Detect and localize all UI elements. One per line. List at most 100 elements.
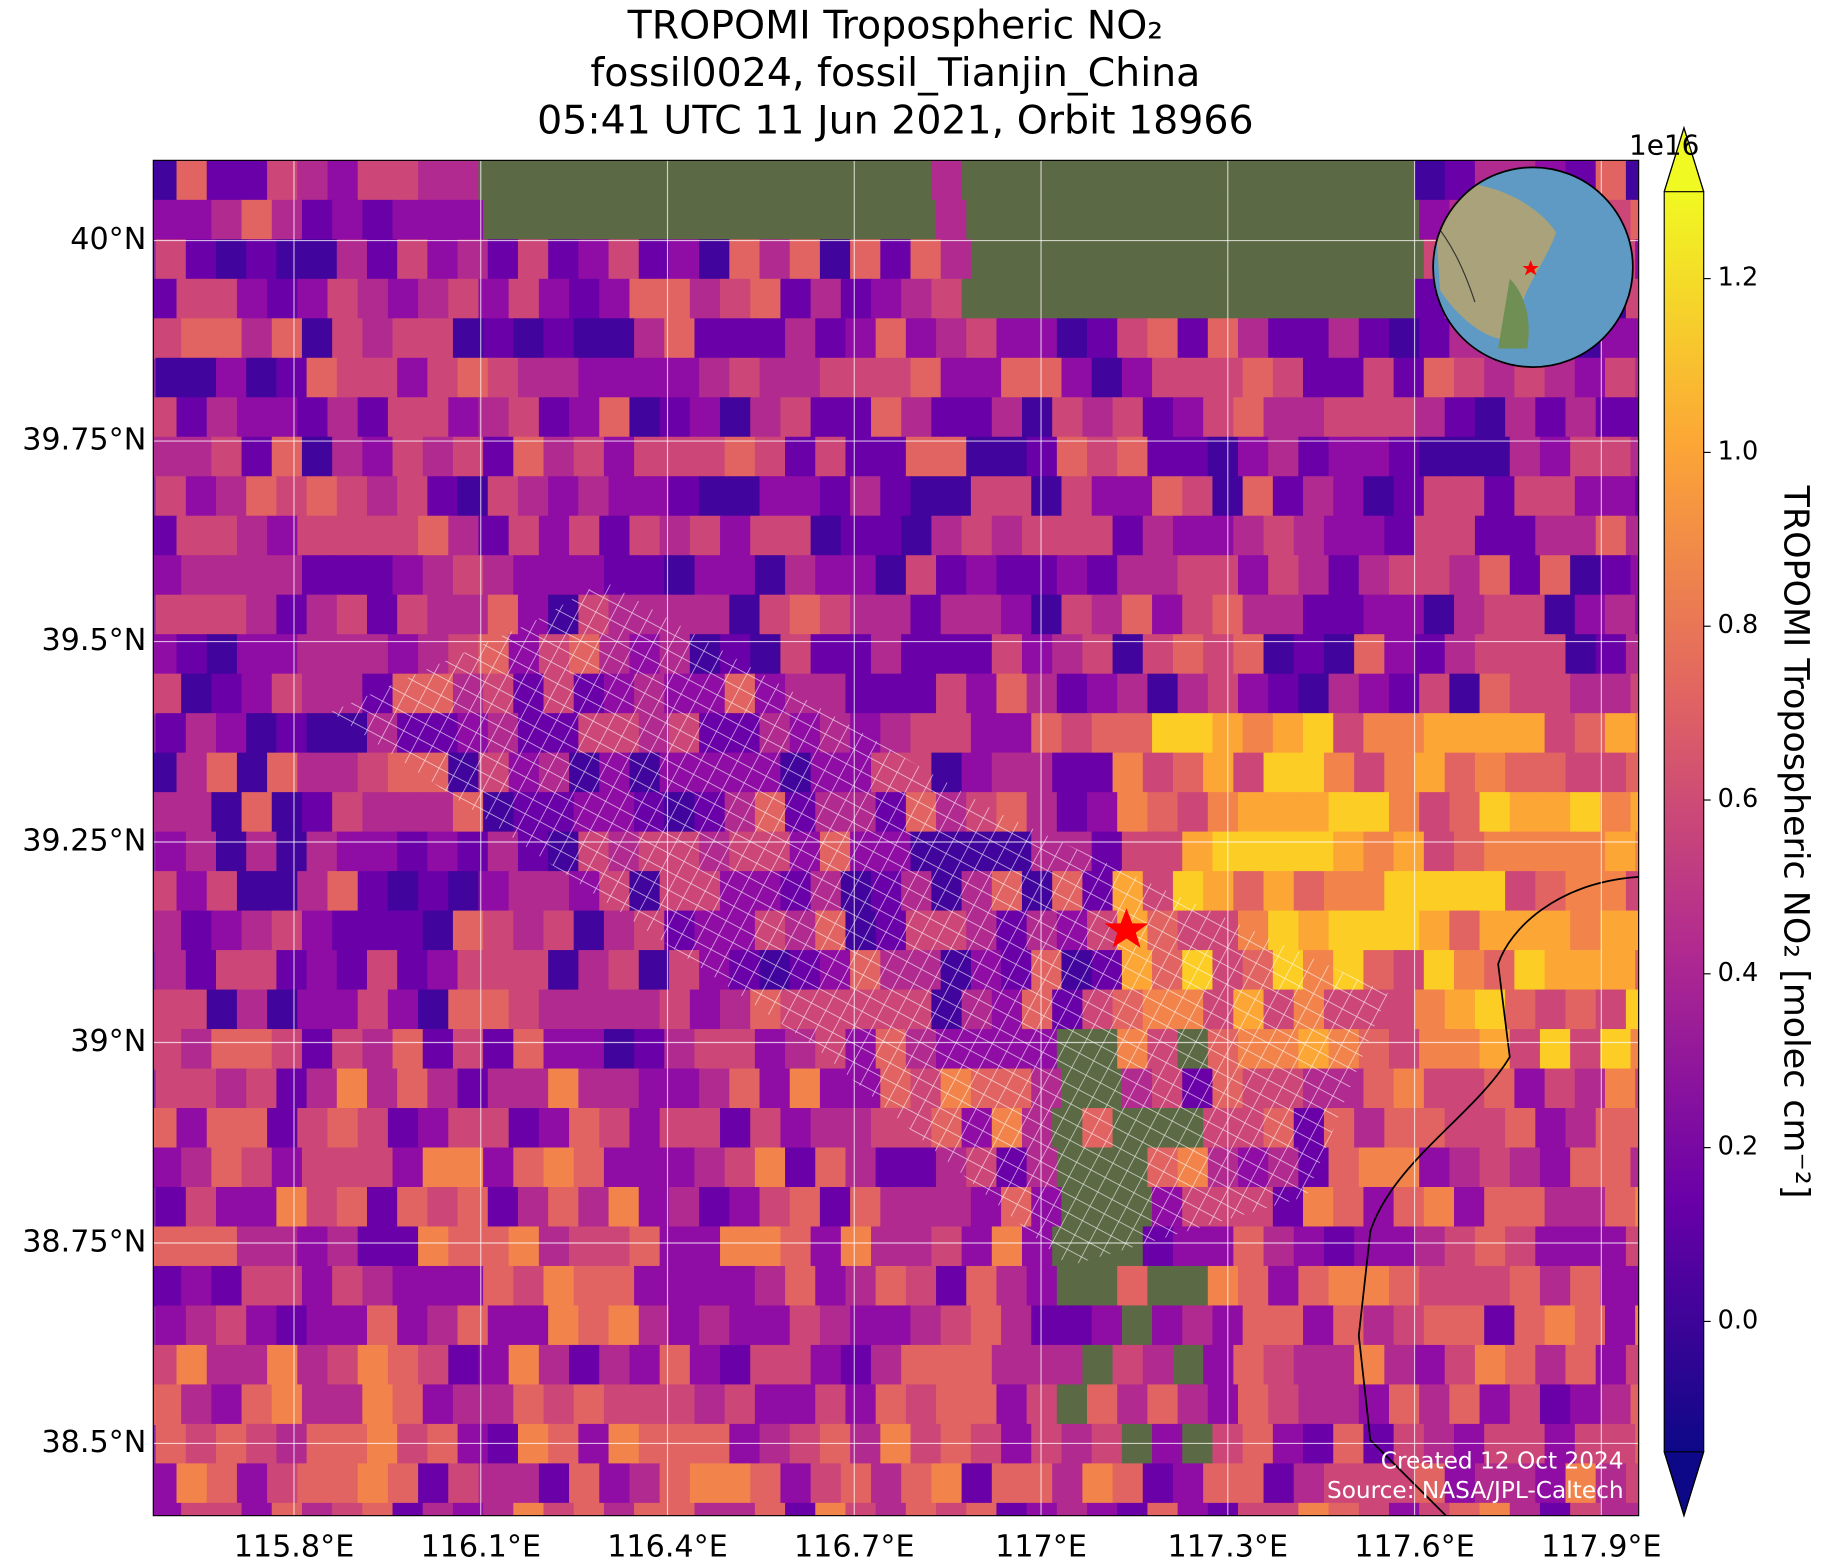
- pixel: [1207, 199, 1240, 241]
- pixel: [267, 160, 299, 202]
- pixel: [880, 1305, 912, 1347]
- pixel: [1535, 1226, 1567, 1268]
- pixel: [1177, 1384, 1209, 1426]
- pixel: [970, 1423, 1003, 1465]
- pixel: [871, 1226, 903, 1268]
- pixel: [750, 160, 782, 202]
- pixel: [332, 910, 364, 952]
- pixel: [1509, 673, 1542, 715]
- pixel: [1177, 673, 1209, 715]
- pixel: [840, 634, 873, 675]
- pixel: [785, 555, 817, 596]
- pixel: [668, 1186, 701, 1228]
- pixel: [629, 397, 661, 438]
- pixel: [1505, 989, 1537, 1031]
- pixel: [185, 831, 218, 873]
- pixel: [1600, 1265, 1632, 1307]
- pixel: [569, 1226, 601, 1268]
- pixel: [332, 436, 364, 478]
- pixel: [729, 1305, 761, 1347]
- pixel: [871, 1344, 903, 1386]
- pixel: [664, 555, 696, 596]
- pixel: [1358, 1147, 1391, 1189]
- pixel: [1539, 555, 1572, 596]
- pixel: [483, 436, 515, 478]
- pixel: [1635, 1305, 1639, 1347]
- pixel: [1333, 1186, 1365, 1228]
- pixel: [1152, 713, 1184, 754]
- pixel: [991, 1344, 1024, 1386]
- pixel: [729, 239, 761, 280]
- pixel: [1142, 634, 1175, 675]
- pixel: [991, 1463, 1024, 1505]
- pixel: [1570, 436, 1602, 478]
- pixel: [357, 1344, 390, 1386]
- pixel: [1147, 673, 1179, 715]
- pixel: [1358, 1384, 1391, 1426]
- pixel: [970, 239, 1003, 280]
- pixel: [1233, 1226, 1265, 1268]
- pixel: [236, 278, 269, 320]
- pixel: [1303, 713, 1335, 754]
- pixel: [1479, 792, 1511, 833]
- pixel: [875, 1147, 908, 1189]
- pixel: [306, 1305, 338, 1347]
- pixel: [211, 199, 243, 241]
- pixel: [720, 1108, 752, 1149]
- pixel: [1630, 1029, 1639, 1070]
- pixel: [1505, 871, 1537, 912]
- pixel: [569, 1463, 601, 1505]
- pixel: [1177, 318, 1209, 359]
- pixel: [1625, 752, 1639, 794]
- pixel: [176, 1108, 208, 1149]
- pixel: [153, 634, 178, 675]
- pixel: [1570, 792, 1602, 833]
- pixel: [1172, 1344, 1205, 1386]
- pixel: [1087, 1265, 1119, 1307]
- pixel: [153, 515, 178, 557]
- pixel: [1323, 871, 1356, 912]
- pixel: [246, 594, 278, 636]
- pixel: [1509, 910, 1542, 952]
- pixel: [1233, 278, 1265, 320]
- pixel: [246, 831, 278, 873]
- pixel: [548, 357, 580, 399]
- pixel: [1630, 1147, 1639, 1189]
- pixel: [1272, 239, 1305, 280]
- pixel: [759, 357, 791, 399]
- pixel: [845, 1147, 877, 1189]
- pixel: [1182, 357, 1214, 399]
- pixel: [1419, 318, 1451, 359]
- pixel: [181, 1384, 213, 1426]
- pixel: [185, 357, 218, 399]
- pixel: [1026, 199, 1058, 241]
- pixel: [538, 160, 571, 202]
- pixel: [538, 989, 571, 1031]
- pixel: [901, 1463, 933, 1505]
- pixel: [1444, 752, 1477, 794]
- pixel: [153, 278, 178, 320]
- pixel: [1444, 515, 1477, 557]
- pixel: [1052, 397, 1084, 438]
- pixel: [1449, 436, 1481, 478]
- pixel: [659, 1344, 692, 1386]
- pixel: [1384, 278, 1416, 320]
- pixel: [1474, 1226, 1507, 1268]
- pixel: [1604, 357, 1637, 399]
- pixel: [236, 634, 269, 675]
- pixel: [422, 318, 455, 359]
- pixel: [517, 950, 550, 991]
- pixel: [362, 199, 394, 241]
- pixel: [750, 1344, 782, 1386]
- pixel: [1388, 318, 1421, 359]
- pixel: [991, 397, 1024, 438]
- pixel: [629, 278, 661, 320]
- pixel: [332, 1029, 364, 1070]
- pixel: [1505, 634, 1537, 675]
- pixel: [603, 1029, 636, 1070]
- pixel: [699, 1423, 731, 1465]
- pixel: [875, 199, 908, 241]
- pixel: [508, 397, 541, 438]
- pixel: [1333, 594, 1365, 636]
- y-tick-label: 40°N: [70, 222, 146, 257]
